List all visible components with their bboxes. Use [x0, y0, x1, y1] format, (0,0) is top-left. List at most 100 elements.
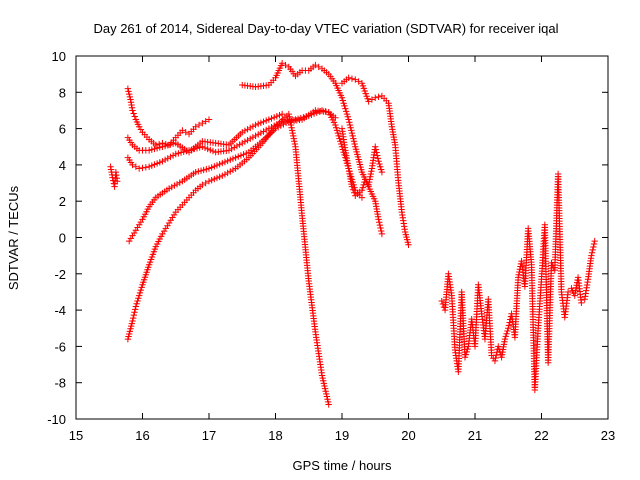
data-point [324, 398, 332, 406]
data-point [241, 138, 249, 145]
series-s5 [126, 107, 366, 245]
data-point [367, 170, 375, 178]
data-point [262, 126, 270, 134]
data-point [348, 183, 356, 190]
data-point [291, 138, 298, 145]
data-point [156, 159, 163, 166]
data-point [358, 194, 366, 201]
data-point [176, 179, 183, 186]
y-tick-label: 10 [52, 49, 66, 64]
data-point [131, 309, 138, 316]
data-point [138, 284, 145, 291]
data-point [365, 178, 373, 186]
data-point [247, 124, 254, 132]
data-point [213, 162, 221, 169]
data-point [207, 146, 214, 154]
data-point [367, 173, 374, 180]
data-point [208, 176, 215, 184]
data-point [179, 127, 186, 134]
data-point [159, 143, 166, 150]
data-point [320, 380, 328, 387]
x-tick-label: 18 [268, 428, 282, 443]
data-point [578, 299, 585, 307]
data-point [342, 108, 350, 115]
y-tick-label: 2 [59, 194, 66, 209]
data-point [348, 75, 356, 82]
data-point [224, 169, 231, 177]
data-point [133, 300, 140, 307]
data-point [333, 127, 341, 134]
data-point [159, 158, 166, 165]
data-point [288, 124, 295, 131]
data-point [137, 286, 145, 294]
data-point [358, 187, 366, 194]
data-point [588, 252, 595, 259]
data-point [211, 163, 218, 170]
data-point [182, 129, 189, 136]
data-point [164, 155, 171, 162]
data-point [375, 216, 382, 223]
data-point [161, 142, 169, 150]
data-point [346, 121, 354, 129]
x-tick-label: 23 [601, 428, 615, 443]
data-point [368, 96, 376, 103]
data-point [324, 396, 331, 403]
data-point [464, 345, 471, 353]
data-point [265, 116, 273, 123]
data-point [192, 123, 199, 130]
data-point [492, 354, 499, 362]
data-point [321, 385, 329, 392]
series-s1 [107, 163, 121, 190]
data-point [129, 161, 136, 169]
data-point [501, 335, 509, 343]
data-point [366, 176, 373, 183]
data-point [255, 120, 262, 128]
data-point [341, 102, 348, 110]
data-point [491, 357, 499, 365]
data-point [289, 129, 296, 137]
data-point [252, 132, 259, 140]
data-point [216, 173, 223, 181]
data-point [290, 135, 297, 142]
data-point [372, 143, 379, 150]
data-point [153, 160, 161, 167]
data-point [378, 227, 385, 235]
data-marks [107, 60, 598, 408]
data-point [199, 181, 206, 189]
data-point [282, 61, 289, 69]
x-tick-label: 22 [534, 428, 548, 443]
data-point [126, 90, 133, 98]
data-point [188, 146, 195, 153]
data-point [273, 113, 281, 120]
data-point [375, 93, 382, 101]
data-point [243, 150, 250, 157]
data-point [239, 139, 246, 147]
data-point [290, 132, 297, 140]
data-point [260, 118, 267, 125]
data-point [515, 274, 522, 281]
data-point [213, 174, 221, 182]
data-point [322, 388, 329, 395]
series-s8 [338, 74, 412, 248]
data-point [294, 115, 302, 122]
data-point [493, 351, 500, 359]
y-tick-label: -10 [47, 412, 66, 427]
data-point [257, 119, 265, 126]
data-point [180, 148, 187, 156]
data-point [240, 151, 247, 158]
data-point [334, 129, 342, 137]
data-point [152, 141, 159, 149]
series-s9 [338, 125, 386, 199]
data-point [323, 390, 330, 398]
data-point [461, 354, 469, 361]
data-point [202, 179, 209, 187]
data-point [134, 297, 141, 305]
data-point [177, 149, 185, 156]
data-point [169, 152, 177, 159]
data-point [285, 110, 292, 118]
data-point [169, 140, 177, 148]
data-point [506, 319, 513, 326]
data-point [291, 140, 299, 148]
data-point [216, 160, 223, 168]
